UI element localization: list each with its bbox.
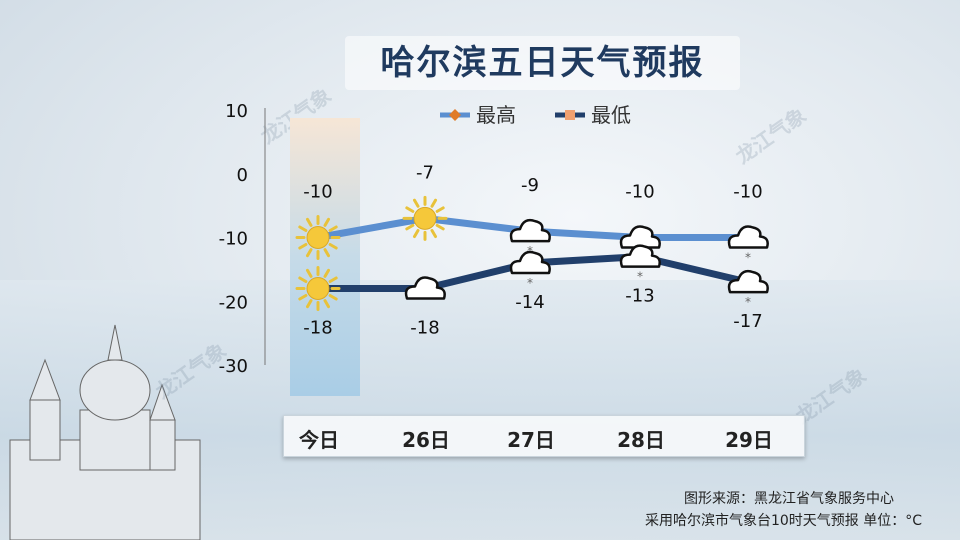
sunny-icon [402,195,448,241]
y-tick-label: -30 [219,356,248,377]
sunny-icon [295,215,341,260]
legend-label: 最低 [591,103,631,127]
data-label: -10 [733,182,762,203]
light-snow-icon: * [619,244,661,284]
data-label: -9 [521,175,539,196]
svg-text:*: * [637,270,643,284]
y-tick-label: -10 [219,229,248,250]
data-label: -10 [303,182,332,203]
light-snow-icon: * [727,269,769,309]
x-tick-label: 29日 [725,428,773,452]
date-bar: 今日 26日 27日 28日 29日 [283,415,805,457]
cloudy-icon [404,276,446,300]
source-note: 图形来源：黑龙江省气象服务中心 采用哈尔滨市气象台10时天气预报 单位：°C [645,488,922,532]
data-label: -18 [303,318,332,339]
source-line-1: 图形来源：黑龙江省气象服务中心 [684,491,894,507]
today-highlight [290,118,360,396]
church-illustration [9,324,201,540]
legend-label: 最高 [476,103,516,127]
light-snow-icon: * [727,225,769,265]
data-label: -18 [410,318,439,339]
svg-text:*: * [745,295,751,309]
source-line-2: 采用哈尔滨市气象台10时天气预报 单位：°C [644,513,922,529]
data-label: -10 [625,182,654,203]
x-tick-label: 28日 [617,428,665,452]
light-snow-icon: * [509,250,551,290]
y-tick-label: 10 [225,101,248,122]
y-tick-label: -20 [219,292,248,313]
svg-text:*: * [745,251,751,265]
legend-marker [565,110,575,120]
x-tick-label: 26日 [402,428,450,452]
data-label: -14 [515,292,544,313]
x-tick-label: 27日 [507,428,555,452]
data-label: -13 [625,286,654,307]
legend-marker [449,109,461,121]
data-label: -7 [416,162,434,183]
sunny-icon [295,266,341,311]
page-title: 哈尔滨五日天气预报 [345,36,740,90]
svg-text:*: * [527,276,533,290]
y-tick-label: 0 [237,165,248,186]
data-label: -17 [733,311,762,332]
x-tick-label: 今日 [299,428,339,452]
